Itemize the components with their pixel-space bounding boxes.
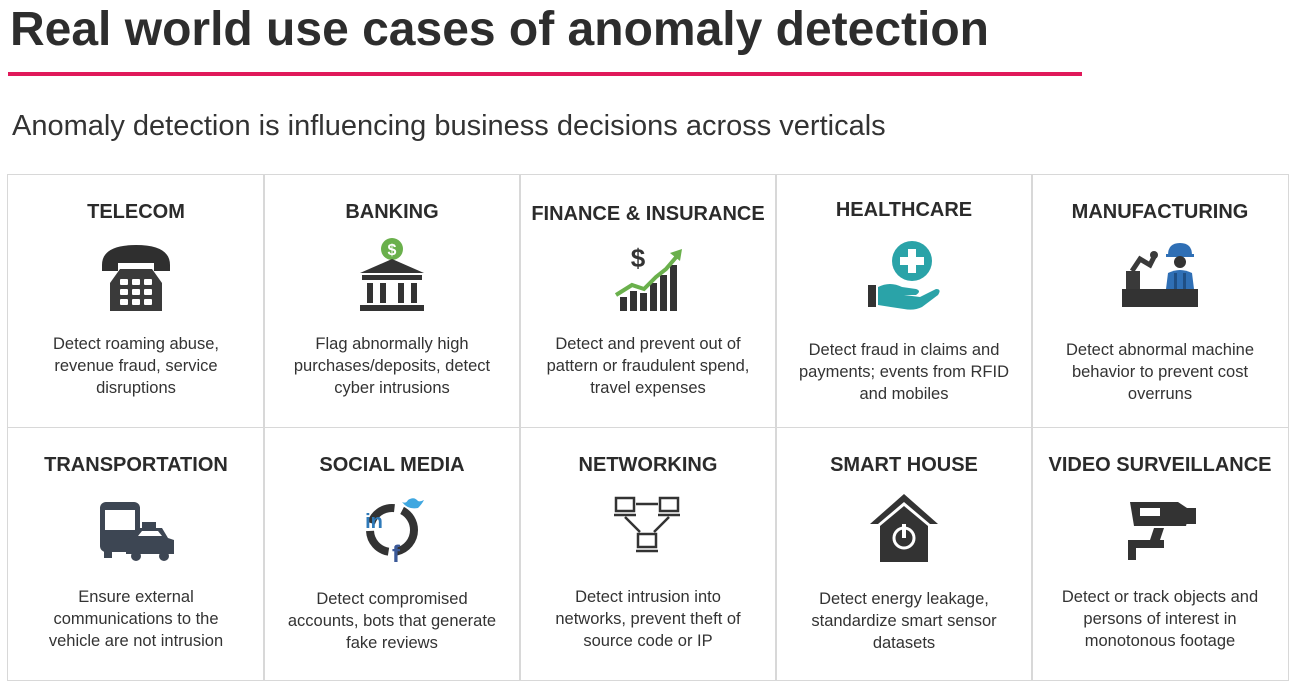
- cctv-camera-icon: [1120, 488, 1200, 568]
- card-title: TRANSPORTATION: [44, 453, 228, 476]
- card-title: BANKING: [345, 201, 439, 224]
- card-description: Detect intrusion into networks, prevent …: [555, 587, 741, 650]
- card-finance-insurance: FINANCE & INSURANCE $ Detect and prevent…: [519, 174, 777, 429]
- card-title: HEALTHCARE: [835, 199, 973, 222]
- card-telecom: TELECOM Detect roaming abuse, revenue fr…: [7, 174, 265, 429]
- svg-text:f: f: [392, 541, 401, 568]
- card-description: Detect fraud in claims and payments; eve…: [799, 341, 1009, 404]
- factory-worker-icon: [1120, 235, 1200, 315]
- bank-icon: $: [352, 235, 432, 315]
- card-description: Detect abnormal machine behavior to prev…: [1065, 341, 1254, 404]
- title-underline: [8, 72, 1082, 76]
- use-case-grid: TELECOM Detect roaming abuse, revenue fr…: [7, 174, 1289, 681]
- card-description: Detect energy leakage, standardize smart…: [811, 589, 997, 652]
- network-icon: [608, 488, 688, 568]
- svg-text:in: in: [365, 511, 383, 533]
- card-transportation: TRANSPORTATION Ensure external communica…: [7, 426, 265, 681]
- card-manufacturing: MANUFACTURING Detect abnormal machine be…: [1031, 174, 1289, 429]
- finance-chart-icon: $: [608, 235, 688, 315]
- card-title: SOCIAL MEDIA: [319, 453, 465, 476]
- card-description: Detect roaming abuse, revenue fraud, ser…: [52, 335, 219, 398]
- card-description: Flag abnormally high purchases/deposits,…: [293, 335, 491, 398]
- card-smart-house: SMART HOUSE Detect energy leakage, stand…: [775, 426, 1033, 681]
- page-subtitle: Anomaly detection is influencing busines…: [12, 110, 886, 142]
- telephone-icon: [96, 235, 176, 315]
- card-title: SMART HOUSE: [830, 453, 978, 476]
- card-description: Detect compromised accounts, bots that g…: [287, 589, 497, 652]
- svg-text:$: $: [388, 242, 397, 259]
- card-video-surveillance: VIDEO SURVEILLANCE Detect or track objec…: [1031, 426, 1289, 681]
- card-title: FINANCE & INSURANCE: [531, 203, 765, 226]
- healthcare-hand-icon: [864, 235, 944, 315]
- card-description: Detect and prevent out of pattern or fra…: [546, 335, 750, 398]
- card-description: Detect or track objects and persons of i…: [1061, 587, 1259, 650]
- smart-house-icon: [864, 488, 944, 568]
- card-healthcare: HEALTHCARE Detect fraud in claims and pa…: [775, 174, 1033, 429]
- card-title: MANUFACTURING: [1071, 201, 1249, 224]
- svg-text:$: $: [631, 243, 646, 273]
- card-banking: BANKING $ Flag abnormally high purchases…: [263, 174, 521, 429]
- page-title: Real world use cases of anomaly detectio…: [10, 3, 989, 56]
- card-social-media: SOCIAL MEDIA in f Detect compromised acc…: [263, 426, 521, 681]
- card-title: NETWORKING: [578, 453, 718, 476]
- card-description: Ensure external communications to the ve…: [48, 587, 224, 650]
- social-media-icon: in f: [352, 488, 432, 568]
- card-title: TELECOM: [87, 201, 185, 224]
- vehicles-icon: [96, 488, 176, 568]
- card-title: VIDEO SURVEILLANCE: [1048, 453, 1272, 476]
- card-networking: NETWORKING Detect intrusion into network…: [519, 426, 777, 681]
